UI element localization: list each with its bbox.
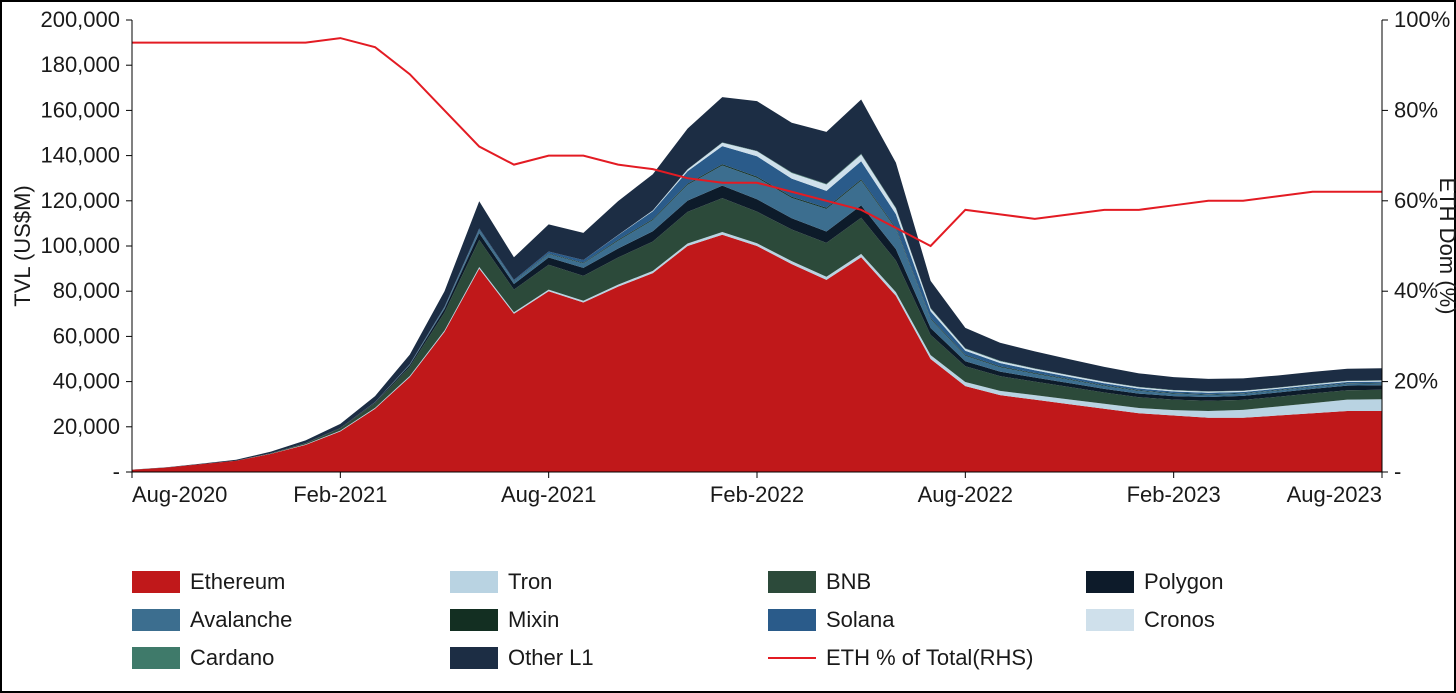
legend-swatch bbox=[132, 571, 180, 593]
legend-label: Cardano bbox=[190, 645, 274, 671]
legend-label: Other L1 bbox=[508, 645, 594, 671]
x-tick-6: Aug-2023 bbox=[1287, 482, 1382, 507]
y-left-tick-6: 120,000 bbox=[40, 188, 120, 213]
legend-label: Avalanche bbox=[190, 607, 292, 633]
legend-item-mixin: Mixin bbox=[450, 607, 758, 633]
x-tick-4: Aug-2022 bbox=[918, 482, 1013, 507]
legend-label: Polygon bbox=[1144, 569, 1224, 595]
x-tick-5: Feb-2023 bbox=[1127, 482, 1221, 507]
x-tick-0: Aug-2020 bbox=[132, 482, 227, 507]
legend-swatch bbox=[450, 647, 498, 669]
legend-label: Solana bbox=[826, 607, 895, 633]
legend-swatch bbox=[132, 609, 180, 631]
y-left-tick-3: 60,000 bbox=[53, 323, 120, 348]
legend-label: BNB bbox=[826, 569, 871, 595]
legend-item-bnb: BNB bbox=[768, 569, 1076, 595]
y-left-tick-2: 40,000 bbox=[53, 369, 120, 394]
chart-frame: - 20,000 40,000 60,000 80,000 100,000 120,000 1… bbox=[0, 0, 1456, 693]
legend-item-other-l1: Other L1 bbox=[450, 645, 758, 671]
y-left-tick-0: - bbox=[113, 459, 120, 484]
y-right-tick-0: - bbox=[1394, 459, 1401, 484]
legend-item-cronos: Cronos bbox=[1086, 607, 1394, 633]
y-left-tick-9: 180,000 bbox=[40, 52, 120, 77]
y-right-tick-5: 100% bbox=[1394, 7, 1450, 32]
legend-swatch bbox=[132, 647, 180, 669]
legend-item-polygon: Polygon bbox=[1086, 569, 1394, 595]
legend-line-swatch bbox=[768, 657, 816, 659]
y-left-tick-7: 140,000 bbox=[40, 143, 120, 168]
y-right-label: ETH Dom (%) bbox=[1435, 178, 1456, 315]
y-left-tick-8: 160,000 bbox=[40, 97, 120, 122]
y-left-tick-5: 100,000 bbox=[40, 233, 120, 258]
legend: Ethereum Tron BNB Polygon Avalanche Mixin Sola… bbox=[132, 569, 1394, 671]
y-right-tick-2: 40% bbox=[1394, 278, 1438, 303]
legend-label: Mixin bbox=[508, 607, 559, 633]
legend-item-tron: Tron bbox=[450, 569, 758, 595]
y-left-label: TVL (US$M) bbox=[10, 185, 35, 306]
legend-label: Ethereum bbox=[190, 569, 285, 595]
y-left-tick-10: 200,000 bbox=[40, 7, 120, 32]
y-right-tick-1: 20% bbox=[1394, 369, 1438, 394]
legend-item-solana: Solana bbox=[768, 607, 1076, 633]
y-right-tick-3: 60% bbox=[1394, 188, 1438, 213]
legend-item-ethereum: Ethereum bbox=[132, 569, 440, 595]
legend-swatch bbox=[768, 609, 816, 631]
legend-label: ETH % of Total(RHS) bbox=[826, 645, 1033, 671]
legend-swatch bbox=[1086, 571, 1134, 593]
legend-swatch bbox=[450, 571, 498, 593]
legend-swatch bbox=[1086, 609, 1134, 631]
legend-item-eth-of-total-rhs-: ETH % of Total(RHS) bbox=[768, 645, 1076, 671]
legend-label: Tron bbox=[508, 569, 552, 595]
legend-label: Cronos bbox=[1144, 607, 1215, 633]
y-left-tick-4: 80,000 bbox=[53, 278, 120, 303]
tvl-chart: - 20,000 40,000 60,000 80,000 100,000 120,000 1… bbox=[2, 2, 1456, 562]
y-left-tick-1: 20,000 bbox=[53, 414, 120, 439]
y-right-tick-4: 80% bbox=[1394, 97, 1438, 122]
legend-item-cardano: Cardano bbox=[132, 645, 440, 671]
x-tick-3: Feb-2022 bbox=[710, 482, 804, 507]
legend-item-avalanche: Avalanche bbox=[132, 607, 440, 633]
legend-swatch bbox=[768, 571, 816, 593]
x-tick-2: Aug-2021 bbox=[501, 482, 596, 507]
x-tick-1: Feb-2021 bbox=[293, 482, 387, 507]
legend-swatch bbox=[450, 609, 498, 631]
